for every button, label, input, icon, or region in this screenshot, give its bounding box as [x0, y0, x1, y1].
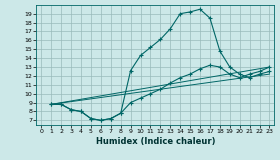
X-axis label: Humidex (Indice chaleur): Humidex (Indice chaleur)	[96, 137, 215, 146]
